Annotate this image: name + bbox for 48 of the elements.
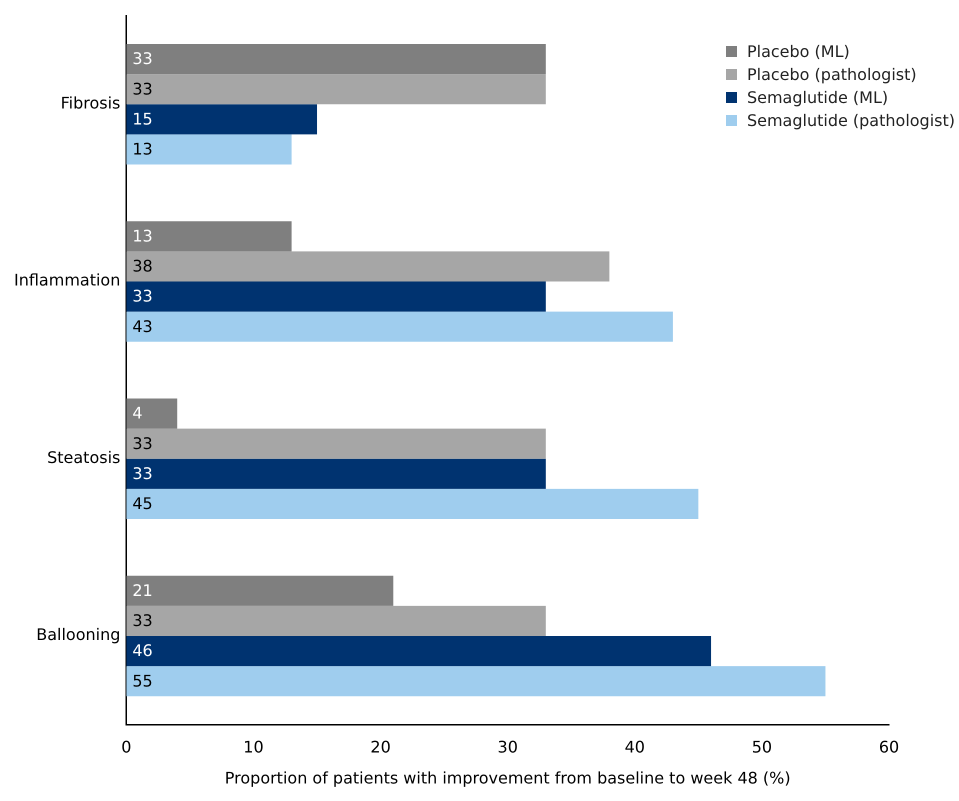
- data-label: 43: [132, 316, 153, 336]
- data-label: 13: [132, 226, 153, 246]
- data-label: 33: [132, 434, 153, 453]
- y-tick-label: Ballooning: [36, 625, 120, 644]
- data-label: 46: [132, 641, 153, 660]
- data-label: 38: [132, 256, 153, 276]
- data-label: 33: [132, 49, 153, 68]
- x-tick-label: 20: [370, 737, 391, 756]
- y-tick-label: Inflammation: [14, 270, 120, 290]
- y-tick-label: Steatosis: [47, 448, 120, 467]
- x-tick-label: 0: [121, 737, 132, 756]
- bar: [126, 44, 546, 74]
- bar: [126, 134, 292, 164]
- data-label: 33: [132, 79, 153, 98]
- legend-label: Placebo (ML): [746, 42, 850, 61]
- bar: [126, 104, 318, 134]
- bar: [126, 312, 673, 342]
- data-label: 21: [132, 580, 153, 600]
- legend-label: Semaglutide (ML): [746, 88, 888, 107]
- bar: [126, 488, 698, 519]
- bar: [126, 428, 546, 459]
- bar: [126, 458, 546, 489]
- data-label: 33: [132, 464, 153, 483]
- x-tick-label: 30: [498, 737, 518, 756]
- bar: [126, 606, 546, 636]
- bar: [126, 74, 546, 104]
- bar: [126, 666, 826, 696]
- bar: [126, 576, 394, 606]
- bar: [126, 251, 610, 282]
- bar: [126, 398, 178, 429]
- y-tick-label: Fibrosis: [60, 93, 120, 112]
- legend-label: Semaglutide (pathologist): [746, 110, 955, 130]
- bar: [126, 636, 712, 666]
- x-tick-label: 60: [878, 737, 900, 756]
- data-label: 45: [132, 494, 153, 514]
- data-label: 55: [132, 671, 153, 690]
- data-label: 13: [132, 140, 153, 159]
- bar: [126, 221, 292, 252]
- legend-label: Placebo (pathologist): [746, 64, 917, 84]
- bar: [126, 281, 546, 312]
- x-axis-title: Proportion of patients with improvement from baseline to week 48 (%): [224, 768, 791, 788]
- x-tick-label: 10: [243, 737, 264, 756]
- x-tick-label: 40: [624, 737, 645, 756]
- data-label: 4: [132, 404, 143, 423]
- data-label: 15: [132, 109, 153, 128]
- data-label: 33: [132, 286, 153, 306]
- data-label: 33: [132, 611, 153, 630]
- x-tick-label: 50: [752, 737, 772, 756]
